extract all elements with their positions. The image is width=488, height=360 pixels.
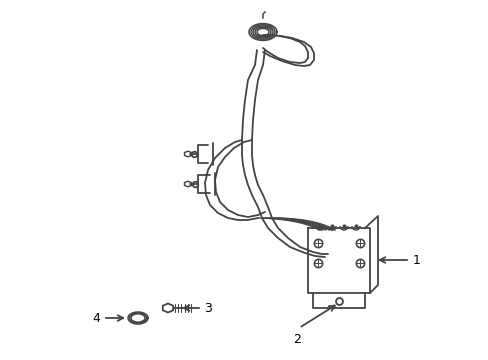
Text: 4: 4 <box>92 311 100 324</box>
Text: 2: 2 <box>292 333 300 346</box>
Text: 1: 1 <box>412 253 420 266</box>
Text: 3: 3 <box>203 302 211 315</box>
